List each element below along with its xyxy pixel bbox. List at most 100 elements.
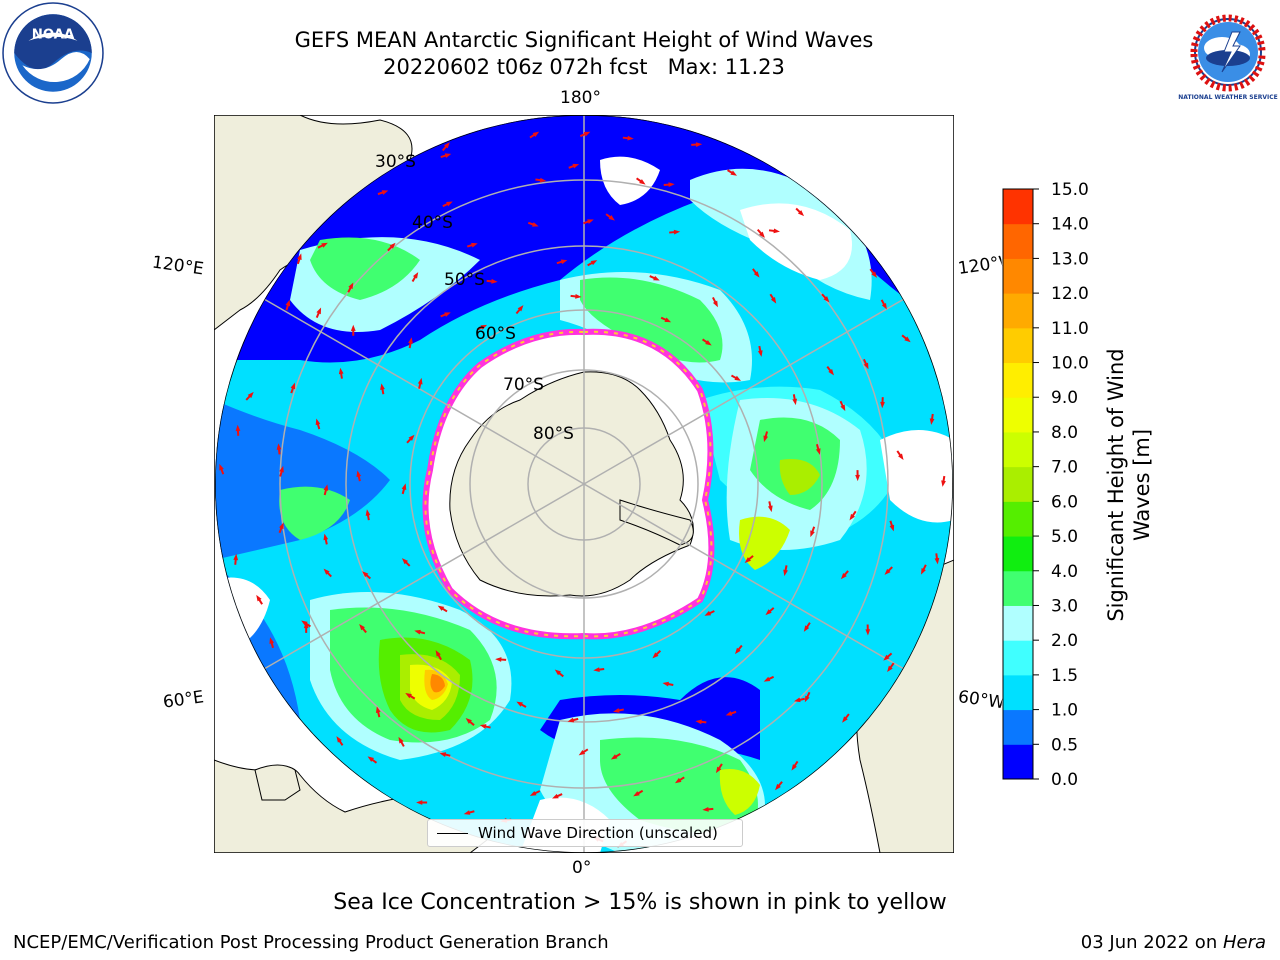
wave-arrow-head [276,443,282,450]
colorbar-band [1003,536,1033,572]
wave-arrow-head [652,652,659,659]
latitude-label-50s: 50°S [444,270,485,290]
noaa-logo-text: NOAA [32,28,75,43]
wind-wave-arrows [219,131,946,848]
wave-arrow-head [904,336,911,343]
wave-arrow-head [855,474,860,482]
wave-arrow-head [791,764,797,771]
wave-arrow-head [725,711,733,716]
colorbar-tick-label: 1.0 [1051,701,1078,721]
wave-arrow-head [734,647,741,655]
footer-credit: NCEP/EMC/Verification Post Processing Pr… [13,932,609,953]
wave-arrow-head [804,695,810,703]
wave-arrow-head [849,513,855,521]
wave-arrow-head [887,665,893,673]
wave-arrow-head [408,337,413,344]
colorbar-tick-label: 12.0 [1051,284,1089,304]
wave-arrow-head [823,296,830,303]
wave-arrow-head [321,242,328,248]
noaa-logo: NOAA [2,2,104,104]
colorbar-tick-label: 0.5 [1051,735,1078,755]
wave-arrow-head [359,623,365,631]
wave-arrow-head [529,790,537,796]
wave-arrow-head [412,272,419,279]
wave-arrow-head [695,719,702,725]
wave-arrow-head [763,435,769,443]
wave-arrow-head [247,391,254,399]
wave-arrow-head [479,724,487,729]
wave-arrow-head [794,697,801,703]
wave-arrow-head [842,716,848,723]
wave-arrow-head [401,558,409,565]
wave-arrow-head [653,275,660,281]
wave-arrow-head [532,222,539,227]
colorbar-band [1003,431,1033,468]
wave-arrow-head [815,448,821,455]
wave-arrow-head [633,791,640,797]
wave-arrow-head [290,382,296,390]
wave-arrow-head [840,572,847,580]
wave-arrow-head [297,253,302,261]
wave-arrow-head [797,210,805,217]
longitude-label-180: 180° [560,88,601,108]
wave-arrow-head [590,260,598,266]
wave-arrow-head [898,453,904,461]
wave-arrow-head [881,302,887,310]
wave-arrow-head [491,278,498,284]
colorbar-tick-label: 9.0 [1051,388,1078,408]
wave-arrow-head [889,524,895,532]
colorbar-tick-label: 4.0 [1051,562,1078,582]
wave-arrow-head [572,163,580,169]
wave-arrow-head [639,179,646,185]
colorbar-tick-label: 5.0 [1051,527,1078,547]
colorbar-band [1003,744,1033,780]
wave-arrow-head [775,783,781,791]
wave-arrow-head [865,629,871,636]
wave-arrow-head [233,553,239,561]
wave-arrow-head [934,557,940,565]
wave-arrow-head [444,153,452,158]
wave-arrow-head [279,465,284,473]
wave-arrow-head [323,568,330,575]
wave-arrow-head [705,340,712,346]
colorbar-band [1003,640,1033,676]
wave-arrow-head [674,777,682,784]
wave-arrow-head [444,142,450,149]
wave-arrow-head [256,594,262,602]
wave-arrow-head [416,800,423,805]
wave-arrow-head [365,509,371,516]
wave-arrow-head [539,177,547,183]
colorbar-tick-label: 1.5 [1051,666,1078,686]
wave-arrow-head [702,806,709,812]
colorbar-band [1003,327,1033,364]
wave-arrow-head [767,505,773,513]
wave-arrow-head [560,259,568,265]
colorbar-tick-label: 11.0 [1051,319,1089,339]
wave-arrow-head [381,190,389,195]
colorbar-tick-label: 2.0 [1051,631,1078,651]
legend-label: Wind Wave Direction (unscaled) [478,824,718,842]
map-area [214,115,954,853]
latitude-label-30s: 30°S [375,152,416,172]
nws-logo-text: NATIONAL WEATHER SERVICE [1178,94,1277,101]
wave-arrow-head [757,350,763,357]
wave-arrow-head [219,463,224,471]
wave-arrow-head [279,522,284,530]
wave-arrow-head [578,749,586,756]
wave-arrow-head [316,307,322,315]
wave-arrow-head [362,571,369,578]
wave-arrow-head [583,131,591,137]
colorbar-band [1003,362,1033,398]
wave-arrow-head [759,231,765,238]
wave-arrow-head [439,752,447,757]
colorbar-band [1003,570,1033,606]
wave-arrow-head [380,383,385,390]
colorbar-band [1003,674,1033,711]
colorbar-band [1003,189,1033,225]
latitude-label-80s: 80°S [533,424,574,444]
wave-arrow-head [303,621,309,629]
wave-arrow-head [753,271,760,278]
footer-date: 03 Jun 2022 on Hera [1081,932,1266,953]
wave-arrow-head [323,484,329,491]
wave-arrow-head [664,317,672,323]
